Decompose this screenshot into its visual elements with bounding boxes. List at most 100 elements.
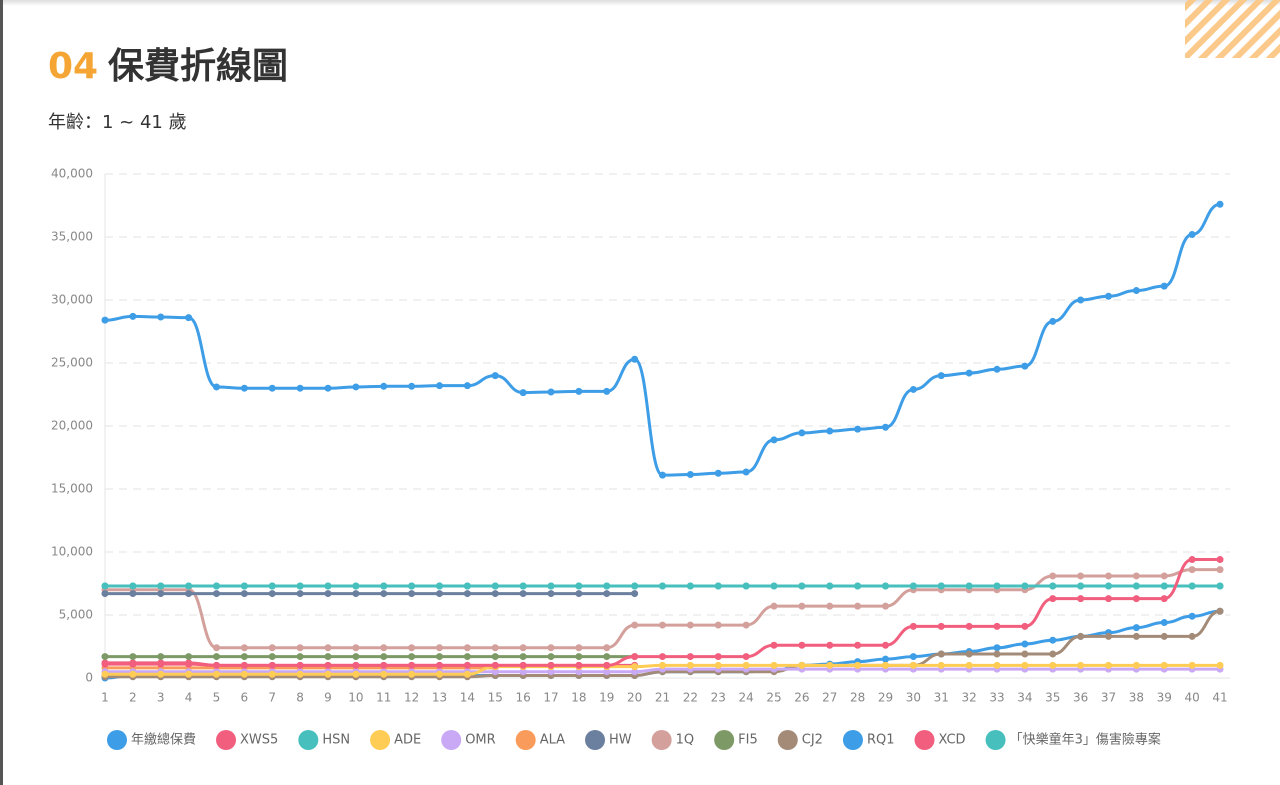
data-point [603,653,611,661]
legend-swatch [777,730,798,750]
data-point [1160,619,1168,627]
data-point [1021,622,1029,630]
data-point [296,644,304,652]
data-point [937,582,945,590]
section-number: 04 [48,46,98,87]
series-line [104,202,1221,477]
data-point [659,471,666,479]
data-point [380,582,388,590]
x-tick-label: 5 [213,691,221,705]
data-point [436,661,443,669]
data-point [575,661,583,669]
data-point [993,644,1001,652]
data-point [882,423,889,431]
data-point [1049,661,1057,669]
data-point [1216,566,1224,574]
legend-label: OMR [465,733,495,748]
data-point [1077,595,1085,603]
x-tick-label: 30 [906,691,921,705]
data-point [436,670,443,678]
data-point [603,661,611,669]
data-point [380,670,388,678]
data-point [1077,582,1085,590]
data-point [268,661,276,669]
data-point [1216,556,1224,564]
data-point [240,384,248,392]
page-title: 保費折線圖 [108,46,288,87]
data-point [463,382,471,390]
data-point [854,641,862,649]
data-point [1216,200,1224,208]
subtitle: 年齡：1 ~ 41 歲 [48,112,187,133]
data-point [1049,582,1057,590]
legend-swatch [107,730,127,750]
left-border [0,0,3,785]
data-point [1132,572,1140,580]
x-tick-label: 38 [1129,691,1144,705]
x-tick-label: 19 [599,691,614,705]
data-point [213,670,220,678]
data-point [770,602,778,610]
data-point [213,383,220,391]
data-point [519,644,527,652]
data-point [436,382,443,390]
data-point [937,372,945,380]
data-point [213,590,220,598]
data-point [324,582,332,590]
data-point [770,661,778,669]
x-tick-label: 23 [711,691,726,705]
top-shadow [0,0,1280,6]
data-point [631,663,639,671]
data-point [575,653,583,661]
data-point [408,653,416,661]
grid: 0 5,000 10,000 15,000 20,000 25,000 30,000 35,0… [51,167,1230,705]
data-point [101,660,109,668]
data-point [101,590,109,598]
data-point [714,661,722,669]
data-point [129,653,137,661]
data-point [686,471,694,479]
x-tick-label: 12 [404,691,419,705]
data-point [631,582,639,590]
data-point [742,468,750,476]
data-point [714,582,722,590]
data-point [1132,661,1140,669]
data-point [575,668,583,676]
data-point [213,582,220,590]
data-point [686,653,694,661]
data-point [1077,296,1085,304]
data-point [826,641,834,649]
data-point [324,661,332,669]
legend-swatch [914,730,935,750]
data-point [882,655,889,663]
data-point [965,369,973,377]
data-point [1021,640,1029,648]
data-point [157,660,165,668]
data-point [686,582,694,590]
data-point [798,602,806,610]
data-point [463,661,471,669]
data-point [547,590,555,598]
data-point [491,653,499,661]
legend-label: XWS5 [240,733,278,748]
data-point [1216,582,1224,590]
x-tick-label: 18 [571,691,586,705]
data-point [1105,595,1112,603]
legend-label: ALA [540,733,565,748]
legend-label: ADE [394,733,421,748]
data-point [1049,572,1057,580]
data-point [798,641,806,649]
data-point [547,668,555,676]
data-point [742,661,750,669]
data-point [714,469,722,477]
data-point [1160,595,1168,603]
data-point [1021,582,1029,590]
data-point [575,582,583,590]
data-point [826,602,834,610]
data-point [686,621,694,629]
data-point [1077,572,1085,580]
data-point [436,582,443,590]
data-point [993,365,1001,373]
x-tick-label: 22 [683,691,698,705]
